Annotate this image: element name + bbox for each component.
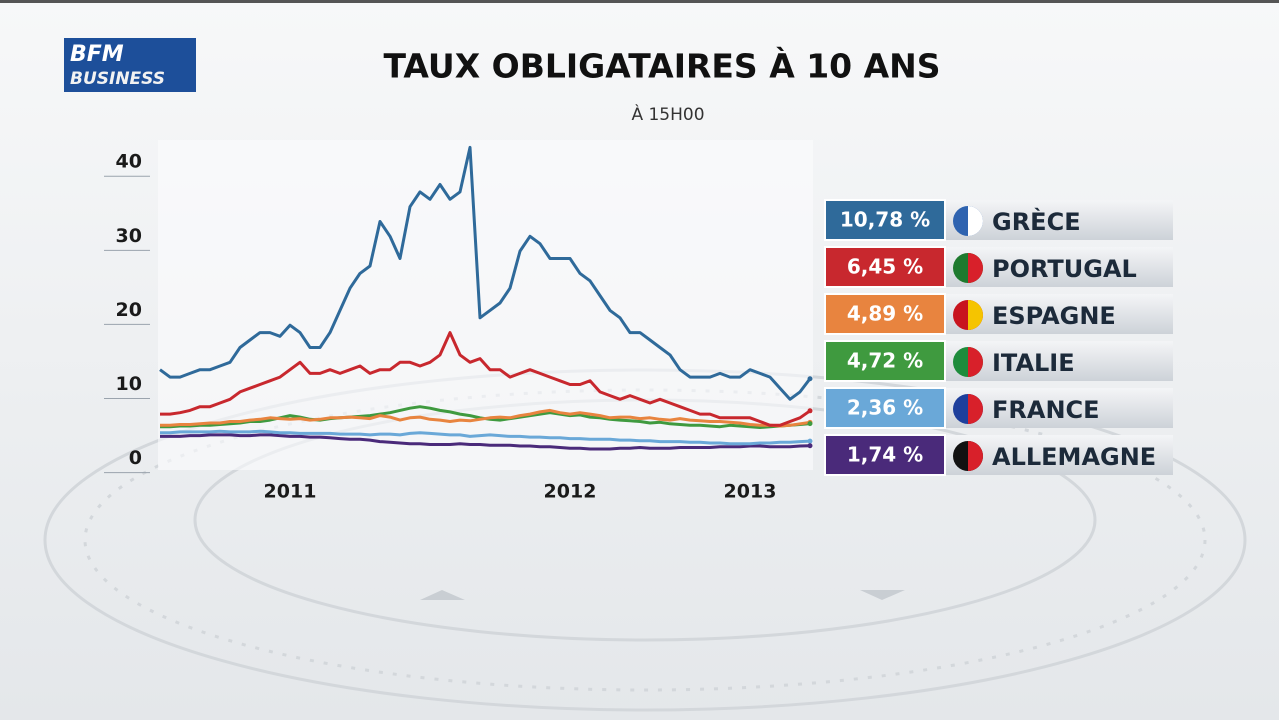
x-tick-label: 2011 [264,481,317,503]
legend-name-bar [945,341,1173,381]
y-tick-label: 40 [116,151,142,173]
legend-value: 4,89 % [847,302,923,326]
legend-name: PORTUGAL [992,255,1137,283]
legend-name-bar [945,247,1173,287]
legend-name: ALLEMAGNE [992,443,1156,471]
latest-marker [807,376,813,382]
legend-name-bar [945,294,1173,334]
legend-value-box [824,340,946,382]
legend-value: 6,45 % [847,255,923,279]
flag [968,206,983,236]
legend-value-box [824,293,946,335]
latest-marker [807,408,813,414]
flag [968,394,983,424]
legend-value-box [824,434,946,476]
latest-marker [807,438,813,444]
series-line [160,429,811,446]
legend-value-box [824,246,946,288]
legend-value: 2,36 % [847,396,923,420]
y-tick-label: 0 [129,447,142,469]
latest-marker [807,421,813,427]
series-line [160,331,811,427]
series-line [159,145,812,401]
flag [968,347,983,377]
y-tick-label: 20 [116,299,142,321]
flag [968,441,983,471]
chart-title: TAUX OBLIGATAIRES À 10 ANS [383,46,940,86]
series-line [160,433,811,451]
legend-name-bar [945,388,1173,428]
y-tick-label: 30 [116,225,142,247]
logo-text: BUSINESS [70,69,165,89]
legend-value: 10,78 % [840,208,930,232]
x-tick-label: 2013 [724,481,777,503]
flag [968,300,983,330]
top-border [0,0,1279,3]
y-tick-label: 10 [116,373,142,395]
legend-value: 1,74 % [847,443,923,467]
flag [968,253,983,283]
legend-value: 4,72 % [847,349,923,373]
latest-marker [807,443,813,449]
legend-name: ITALIE [992,349,1075,377]
logo [64,38,196,92]
logo-text: BFM [70,42,124,67]
series-line [160,408,811,428]
x-tick-label: 2012 [544,481,597,503]
legend-value-box [824,387,946,429]
legend-name-bar [945,200,1173,240]
legend-name-bar [945,435,1173,475]
legend-value-box [824,199,946,241]
chart-subtitle: À 15H00 [631,103,704,125]
legend-name: FRANCE [992,396,1100,424]
legend-name: ESPAGNE [992,302,1116,330]
legend-name: GRÈCE [992,207,1081,236]
